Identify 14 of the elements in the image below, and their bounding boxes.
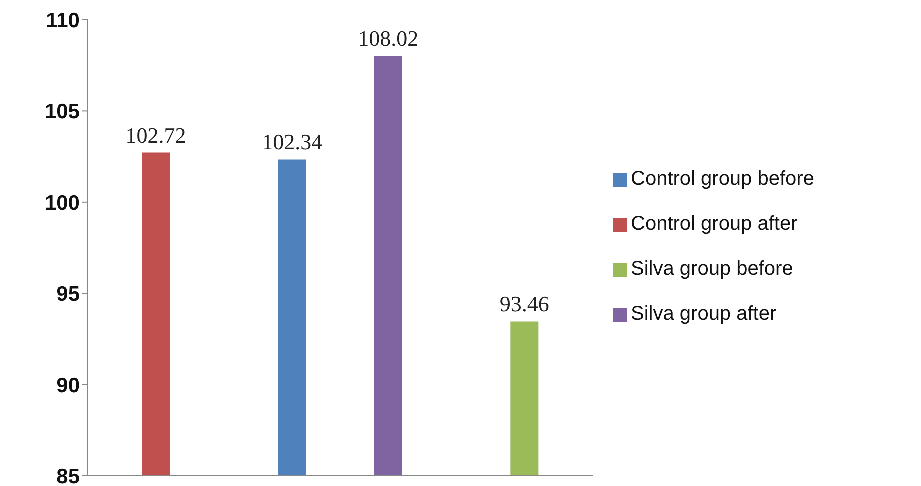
y-tick-label: 90 [56,374,80,398]
legend-label: Silva group after [631,303,777,325]
data-label: 108.02 [358,26,419,52]
y-tick-label: 105 [44,100,80,124]
data-label: 102.72 [126,122,186,148]
y-tick-label: 95 [56,283,80,306]
legend-label: Silva group before [631,258,794,280]
y-tick-label: 100 [44,192,80,215]
data-label: 93.46 [500,292,550,317]
legend-label: Control group after [631,213,798,235]
data-label: 102.34 [262,130,323,155]
y-tick-label: 110 [46,9,80,32]
legend-label: Control group before [631,168,814,190]
y-tick-label: 85 [56,465,80,486]
